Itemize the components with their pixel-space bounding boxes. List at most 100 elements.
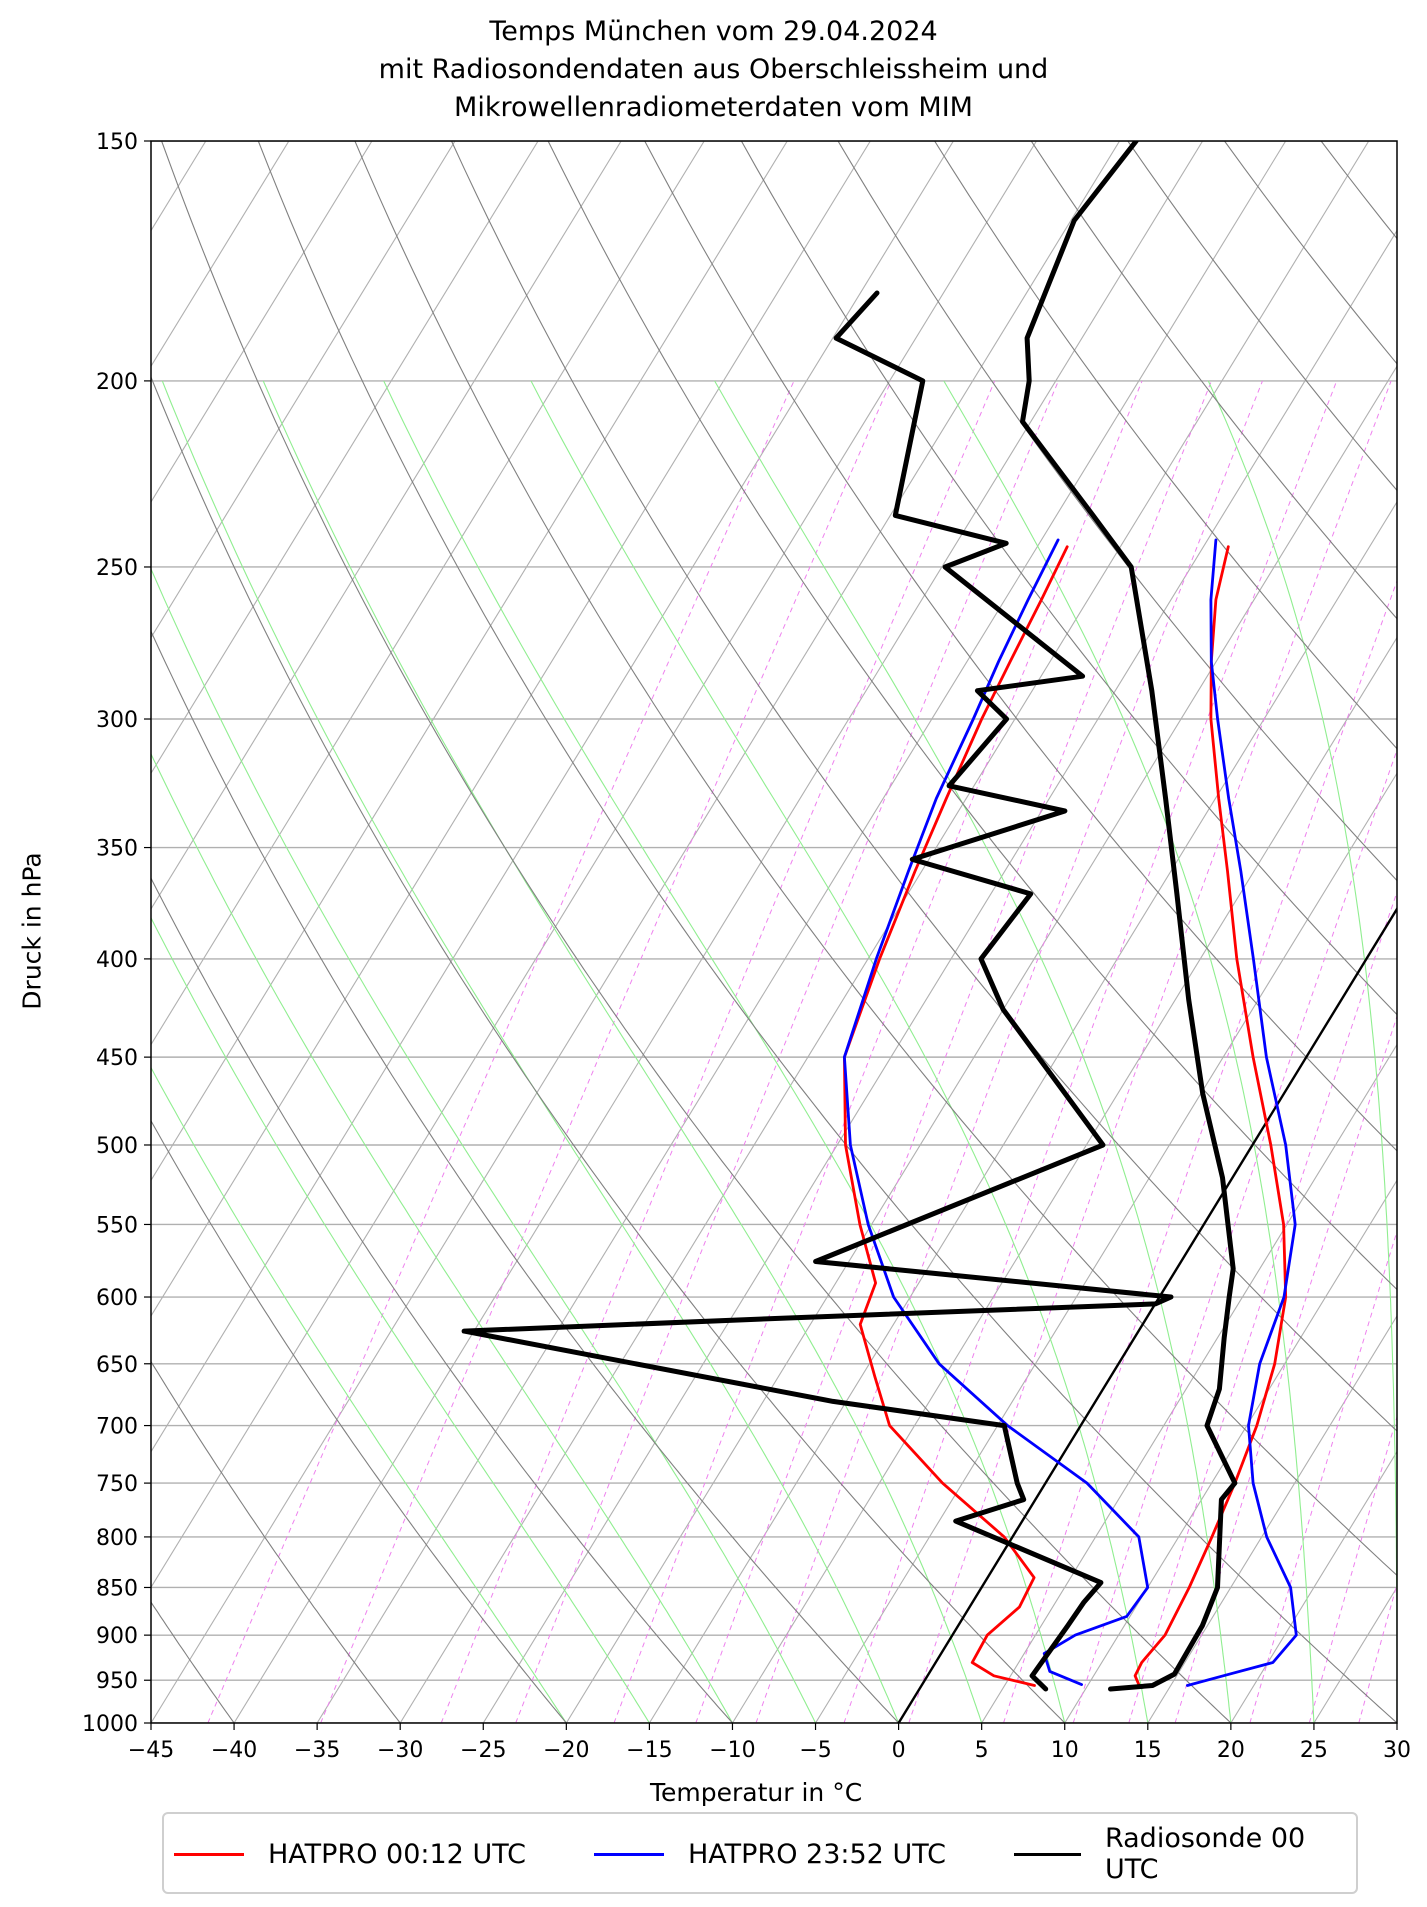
x-tick-label: 30 [1383, 1738, 1411, 1763]
series-line-temperature [1020, 141, 1238, 1692]
isotherm [731, 636, 1397, 1723]
isotherm [981, 1043, 1397, 1723]
moist-adiabat [151, 916, 650, 1723]
isotherm [151, 141, 954, 1453]
dry-adiabat [547, 141, 1397, 1291]
y-axis-title: Druck in hPa [17, 852, 47, 1010]
isotherm [565, 365, 1397, 1723]
y-tick-label: 900 [96, 1624, 138, 1649]
chart-title-line-2: mit Radiosondendaten aus Oberschleisshei… [378, 54, 1049, 85]
dry-adiabat [257, 141, 1397, 1723]
x-tick-label: −40 [211, 1738, 257, 1763]
x-axis-label-unit: °C [832, 1778, 863, 1807]
isotherm [399, 141, 1370, 1723]
series-line-temperature [1133, 545, 1288, 1687]
dry-adiabat [161, 141, 1232, 1723]
isotherm [316, 141, 1287, 1723]
y-axis-ticks: 1000 950 900 850 800 750 700 650 600 550 500 450 400… [82, 130, 151, 1737]
y-tick-label: 950 [96, 1669, 138, 1694]
x-tick-label: −5 [799, 1738, 831, 1763]
mixing-ratio-line [1308, 1415, 1397, 1723]
legend-swatch-black [1014, 1852, 1081, 1856]
moist-adiabat [530, 380, 1149, 1723]
mixing-ratio-lines [207, 380, 1397, 1723]
mixing-ratio-line [1128, 890, 1397, 1723]
legend: HATPRO 00:12 UTC HATPRO 23:52 UTC Radios… [162, 1812, 1358, 1894]
dry-adiabat [1320, 141, 1397, 240]
isotherm [648, 500, 1397, 1723]
x-tick-label: 0 [892, 1738, 906, 1763]
y-tick-label: 300 [96, 708, 138, 733]
x-tick-label: −30 [377, 1738, 423, 1763]
dry-adiabat [151, 630, 900, 1723]
legend-swatch-red [174, 1852, 244, 1856]
isotherm [898, 907, 1397, 1723]
x-tick-label: −25 [460, 1738, 506, 1763]
y-tick-label: 250 [96, 556, 138, 581]
x-tick-label: −15 [626, 1738, 672, 1763]
legend-swatch-blue [594, 1852, 664, 1856]
isotherm [151, 141, 539, 775]
x-tick-label: −35 [294, 1738, 340, 1763]
mixing-ratio-line [1003, 579, 1397, 1723]
isotherm [1396, 1721, 1397, 1723]
y-tick-label: 800 [96, 1526, 138, 1551]
x-tick-label: −10 [709, 1738, 755, 1763]
isotherm [815, 772, 1397, 1723]
y-tick-label: 400 [96, 948, 138, 973]
series-line-dewpoint [843, 538, 1150, 1686]
y-tick-label: 650 [96, 1353, 138, 1378]
dry-adiabat [354, 141, 1397, 1577]
mixing-ratio-line [695, 380, 1212, 1723]
moist-adiabat [161, 380, 900, 1723]
y-tick-label: 1000 [82, 1712, 138, 1737]
isotherm [151, 141, 373, 503]
y-tick-label: 750 [96, 1472, 138, 1497]
legend-label: HATPRO 00:12 UTC [268, 1838, 526, 1870]
moist-adiabat [151, 1066, 567, 1723]
legend-item-hatpro-0012: HATPRO 00:12 UTC [174, 1814, 526, 1894]
mixing-ratio-line [843, 380, 1338, 1723]
dry-adiabat [740, 141, 1397, 1016]
x-axis-title: Temperatur in °C [650, 1778, 862, 1807]
y-tick-label: 600 [96, 1286, 138, 1311]
isotherm [151, 141, 622, 910]
y-tick-label: 550 [96, 1213, 138, 1238]
isotherm [151, 141, 1037, 1589]
y-tick-label: 150 [96, 130, 138, 155]
mixing-ratio-line [440, 380, 996, 1723]
dry-adiabat [151, 1360, 401, 1723]
dry-adiabat [1418, 141, 1427, 1723]
y-tick-label: 450 [96, 1046, 138, 1071]
legend-label: HATPRO 23:52 UTC [688, 1838, 946, 1870]
mixing-ratio-line [908, 380, 1392, 1723]
isotherm [1313, 1586, 1397, 1723]
chart-title-line-1: Temps München vom 29.04.2024 [489, 16, 938, 47]
mixing-ratio-line [613, 380, 1143, 1723]
dry-adiabat [151, 375, 1066, 1723]
y-tick-label: 350 [96, 837, 138, 862]
series-line-temperature [1186, 538, 1298, 1687]
moist-adiabat [383, 380, 1066, 1723]
dry-adiabat [151, 1119, 567, 1723]
x-tick-label: 20 [1217, 1738, 1245, 1763]
profile-series [461, 141, 1298, 1692]
isotherm [151, 141, 456, 639]
x-tick-label: 10 [1051, 1738, 1079, 1763]
x-tick-label: 5 [975, 1738, 989, 1763]
plot-frame [150, 140, 1398, 1724]
dry-adiabat [451, 141, 1397, 1432]
x-axis-label-text: Temperatur in [650, 1778, 833, 1807]
series-line-dewpoint [843, 545, 1069, 1687]
moist-adiabats [151, 380, 1397, 1723]
y-tick-label: 200 [96, 370, 138, 395]
moist-adiabat [151, 567, 816, 1723]
legend-item-hatpro-2352: HATPRO 23:52 UTC [594, 1814, 946, 1894]
dry-adiabat [934, 141, 1397, 750]
isotherm [1230, 1450, 1397, 1723]
mixing-ratio-line [1249, 1229, 1397, 1723]
isotherm [233, 141, 1204, 1723]
moist-adiabat [943, 380, 1315, 1723]
isotherm [1064, 1179, 1397, 1723]
